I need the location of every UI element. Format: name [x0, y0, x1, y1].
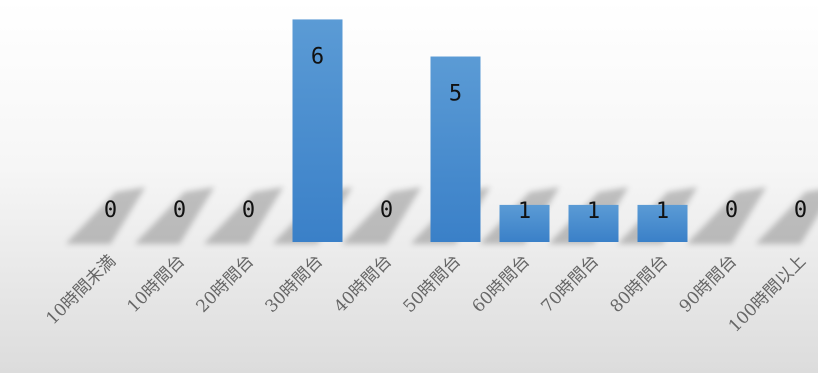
x-tick-label: 80時間台: [607, 251, 673, 317]
x-tick-label: 90時間台: [676, 251, 742, 317]
bar-shadow: [686, 187, 767, 244]
data-label: 0: [173, 198, 186, 223]
data-label: 0: [242, 198, 255, 223]
data-label: 1: [587, 199, 600, 224]
bars: [292, 19, 688, 242]
x-tick-label: 30時間台: [262, 251, 328, 317]
bar-shadow: [65, 187, 146, 244]
bar: [637, 204, 688, 242]
x-tick-label: 10時間台: [124, 251, 190, 317]
bar-shadow: [134, 187, 215, 244]
data-label: 1: [518, 199, 531, 224]
x-axis-tick-labels: 10時間未満 10時間台 20時間台 30時間台 40時間台 50時間台 60時間台 70時間…: [43, 251, 811, 336]
bar-shadow: [341, 187, 422, 244]
bar-shadow: [203, 187, 284, 244]
bar: [430, 56, 481, 242]
bar-shadow: [755, 189, 818, 244]
data-label: 0: [380, 198, 393, 223]
bar: [292, 19, 343, 242]
x-tick-label: 20時間台: [193, 251, 259, 317]
value-labels: 0 0 0 6 0 5 1 1 1 0 0: [104, 44, 807, 224]
bar: [499, 204, 550, 242]
x-tick-label: 10時間未満: [43, 251, 121, 329]
x-tick-label: 40時間台: [331, 251, 397, 317]
data-label: 0: [104, 198, 117, 223]
x-tick-label: 50時間台: [400, 251, 466, 317]
bar: [568, 204, 619, 242]
data-label: 5: [449, 82, 462, 107]
data-label: 1: [656, 199, 669, 224]
data-label: 0: [794, 198, 807, 223]
x-tick-label: 60時間台: [469, 251, 535, 317]
data-label: 0: [725, 198, 738, 223]
x-tick-label: 70時間台: [538, 251, 604, 317]
data-label: 6: [311, 44, 324, 69]
